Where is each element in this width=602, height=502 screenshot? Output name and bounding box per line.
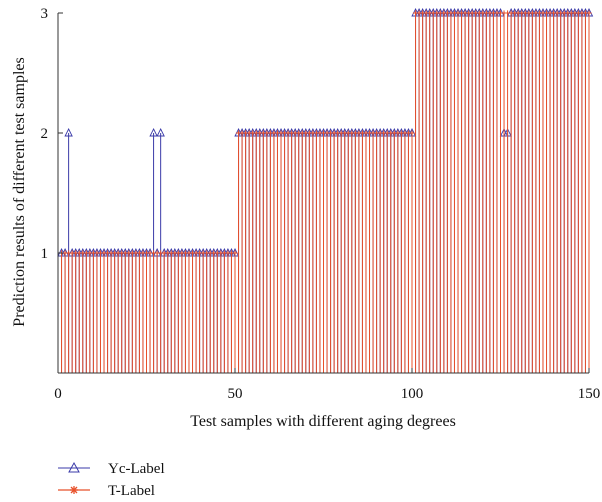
x-tick-label-50: 50 (228, 386, 243, 402)
axes: 0 50 100 150 1 2 3 (41, 6, 601, 402)
t-label-series (58, 10, 592, 373)
y-tick-label-2: 2 (41, 126, 49, 142)
t-marker-150 (586, 10, 592, 16)
legend-yc-triangle-icon (68, 461, 80, 473)
yc-marker-3 (64, 127, 73, 137)
x-tick-label-100: 100 (401, 386, 424, 402)
legend: Yc-Label T-Label (58, 461, 165, 499)
plot-area (57, 7, 594, 373)
y-tick-label-1: 1 (41, 246, 49, 262)
t-marker-50 (232, 250, 238, 256)
y-tick-label-3: 3 (41, 6, 49, 22)
x-tick-label-0: 0 (54, 386, 62, 402)
y-axis-label: Prediction results of different test sam… (11, 57, 28, 326)
t-marker-100 (409, 130, 415, 136)
legend-t-label: T-Label (108, 483, 155, 499)
yc-label-series (57, 7, 594, 373)
yc-marker-29 (156, 127, 165, 137)
legend-item-yc-label: Yc-Label (58, 461, 165, 477)
x-tick-label-150: 150 (578, 386, 601, 402)
legend-item-t-label: T-Label (58, 483, 155, 499)
legend-t-star-icon (70, 486, 78, 494)
yc-marker-27 (149, 127, 158, 137)
x-axis-label: Test samples with different aging degree… (190, 413, 456, 430)
legend-yc-label: Yc-Label (108, 461, 165, 477)
